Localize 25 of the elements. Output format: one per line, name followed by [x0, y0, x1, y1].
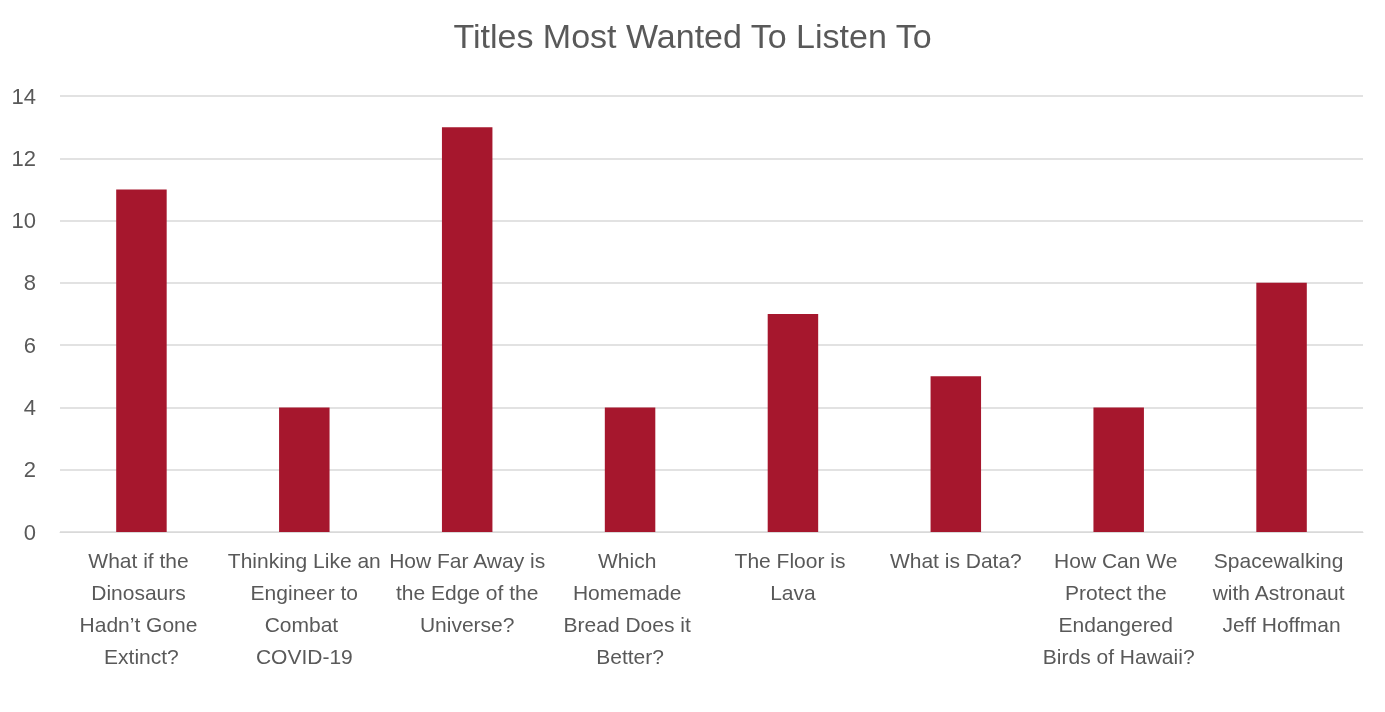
y-tick-label: 0: [23, 519, 36, 545]
chart-title: Titles Most Wanted To Listen To: [453, 17, 932, 55]
x-tick-label: How Can We Protect the Endangered Birds of Hawaii?: [1042, 548, 1195, 668]
y-tick-label: 6: [23, 332, 36, 358]
y-tick-label: 2: [23, 457, 36, 483]
bar: [279, 407, 330, 532]
bar: [930, 376, 982, 532]
bar: [441, 127, 493, 532]
x-tick-label: How Far Away is the Edge of the Universe?: [389, 548, 546, 636]
x-tick-label: Spacewalking with Astronaut Jeff Hoffman: [1211, 548, 1351, 636]
bar: [116, 189, 167, 532]
y-tick-label: 8: [23, 270, 36, 296]
x-tick-label: What is Data?: [889, 548, 1022, 572]
y-tick-label: 10: [11, 208, 36, 234]
x-tick-label: Which Homemade Bread Does it Better?: [563, 548, 697, 668]
bar: [1256, 282, 1307, 532]
x-tick-label: What if the Dinosaurs Hadn’t Gone Extinct?: [79, 548, 204, 668]
y-tick-label: 4: [23, 394, 36, 420]
bar: [604, 407, 656, 532]
y-tick-label: 12: [11, 145, 36, 171]
y-tick-label: 14: [11, 83, 36, 109]
bar: [767, 314, 819, 532]
x-tick-label: Thinking Like an Engineer to Combat COVID-19: [227, 548, 381, 668]
bar: [1093, 407, 1144, 532]
x-tick-label: The Floor is Lava: [734, 548, 852, 604]
